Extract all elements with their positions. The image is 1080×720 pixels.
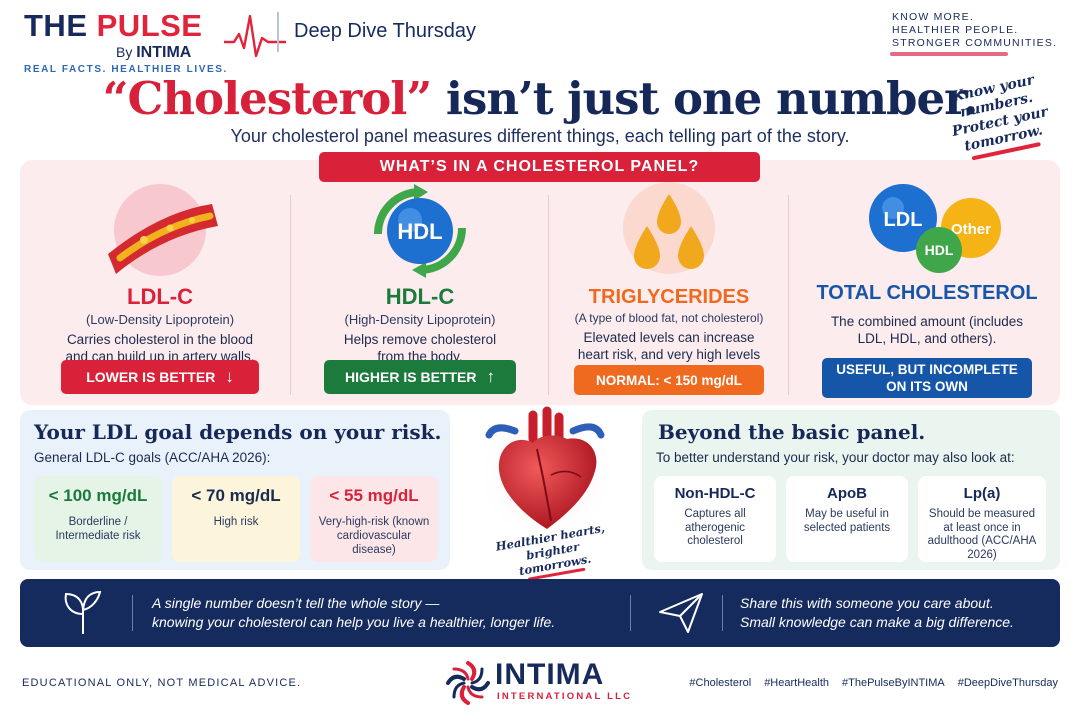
- test-card: Lp(a) Should be measured at least once i…: [918, 476, 1046, 562]
- brand-logo: THE PULSE By INTIMA: [24, 8, 286, 68]
- column-divider: [290, 195, 291, 395]
- brand-title: THE PULSE: [24, 8, 203, 43]
- banner-divider: [722, 595, 723, 631]
- heart-illustration: [455, 403, 640, 575]
- column-title: TOTAL CHOLESTEROL: [816, 282, 1038, 304]
- column-divider: [788, 195, 789, 395]
- hdl-sphere-label: HDL: [925, 242, 954, 258]
- column-title: LDL-C: [127, 284, 193, 309]
- arrow-down-icon: ↓: [225, 367, 234, 386]
- section-title: Your LDL goal depends on your risk.: [34, 420, 442, 444]
- company-subtitle: INTERNATIONAL LLC: [497, 691, 633, 702]
- column-subtitle: (A type of blood fat, not cholesterol): [574, 311, 764, 325]
- company-name: INTIMA: [495, 658, 605, 691]
- test-note: Should be measured at least once in adul…: [927, 508, 1037, 561]
- motto-underline: [890, 52, 1008, 56]
- lipid-spheres-icon: LDL Other HDL: [869, 184, 1001, 273]
- goal-note: High risk: [213, 516, 259, 528]
- column-subtitle: (Low-Density Lipoprotein): [85, 312, 235, 327]
- test-title: Lp(a): [963, 485, 1001, 502]
- motto: KNOW MORE. HEALTHIER PEOPLE. STRONGER CO…: [892, 11, 1060, 50]
- section-title: Beyond the basic panel.: [658, 420, 926, 444]
- motto-line: STRONGER COMMUNITIES.: [892, 37, 1058, 49]
- goal-value: < 100 mg/dL: [48, 486, 148, 505]
- panel-column-total: LDL Other HDL TOTAL CHOLESTEROL The comb…: [796, 172, 1058, 402]
- closing-banner: A single number doesn’t tell the whole s…: [20, 579, 1060, 647]
- banner-message-right: Share this with someone you care about. …: [740, 595, 1014, 630]
- hdl-icon-label: HDL: [397, 219, 442, 244]
- banner-divider: [630, 595, 631, 631]
- panel-title: WHAT’S IN A CHOLESTEROL PANEL?: [319, 152, 760, 182]
- header-divider: [277, 12, 279, 52]
- column-divider: [548, 195, 549, 395]
- panel-column-triglycerides: TRIGLYCERIDES (A type of blood fat, not …: [554, 172, 784, 402]
- goal-card: < 55 mg/dL Very-high-risk (known cardiov…: [310, 476, 438, 562]
- arrow-up-icon: ↑: [486, 367, 495, 386]
- column-title: HDL-C: [385, 284, 455, 309]
- artery-plaque-icon: [108, 184, 218, 276]
- test-card: Non-HDL-C Captures all atherogenic chole…: [654, 476, 776, 562]
- ldl-sphere-label: LDL: [884, 209, 923, 231]
- goal-value: < 70 mg/dL: [191, 486, 281, 505]
- triglycerides-badge: NORMAL: < 150 mg/dL: [574, 365, 764, 395]
- banner-divider: [132, 595, 133, 631]
- company-logo: INTIMA INTERNATIONAL LLC: [445, 658, 635, 708]
- hashtag: #DeepDiveThursday: [957, 677, 1058, 689]
- goal-note: Borderline / Intermediate risk: [55, 516, 141, 542]
- panel-column-ldl: LDL-C (Low-Density Lipoprotein) Carries …: [40, 172, 280, 402]
- goal-value: < 55 mg/dL: [329, 486, 419, 505]
- hashtag: #ThePulseByINTIMA: [842, 677, 945, 689]
- column-subtitle: (High-Density Lipoprotein): [344, 312, 496, 327]
- test-title: Non-HDL-C: [674, 485, 756, 502]
- section-subtitle: General LDL-C goals (ACC/AHA 2026):: [34, 450, 271, 465]
- intima-pinwheel-icon: [446, 661, 490, 705]
- panel-column-hdl: HDL HDL-C (High-Density Lipoprotein) Hel…: [296, 172, 544, 402]
- section-subtitle: To better understand your risk, your doc…: [656, 450, 1015, 465]
- send-paper-plane-icon: [659, 593, 703, 633]
- goal-card: < 70 mg/dL High risk: [172, 476, 300, 562]
- series-title: Deep Dive Thursday: [294, 20, 476, 42]
- column-title: TRIGLYCERIDES: [588, 286, 750, 308]
- beyond-panel-section: Beyond the basic panel. To better unders…: [642, 410, 1060, 570]
- brand-by-line: By INTIMA: [116, 44, 192, 61]
- motto-line: KNOW MORE.: [892, 11, 974, 23]
- total-badge: USEFUL, BUT INCOMPLETE ON ITS OWN: [822, 358, 1032, 398]
- page-title: “Cholesterol” isn’t just one number.: [102, 72, 979, 125]
- banner-message-left: A single number doesn’t tell the whole s…: [152, 595, 556, 630]
- other-sphere-label: Other: [951, 221, 991, 238]
- ldl-badge: LOWER IS BETTER ↓: [61, 360, 259, 394]
- test-note: May be useful in selected patients: [803, 508, 891, 534]
- fat-droplets-icon: [623, 182, 715, 274]
- ldl-goals-section: Your LDL goal depends on your risk. Gene…: [20, 410, 450, 570]
- test-title: ApoB: [827, 485, 867, 502]
- sprout-icon: [64, 590, 102, 634]
- hashtag-list: #Cholesterol #HeartHealth #ThePulseByINT…: [689, 677, 1058, 689]
- motto-line: HEALTHIER PEOPLE.: [892, 24, 1019, 36]
- brand-tagline: REAL FACTS. HEALTHIER LIVES.: [24, 64, 228, 75]
- goal-card: < 100 mg/dL Borderline / Intermediate ri…: [34, 476, 162, 562]
- hdl-badge: HIGHER IS BETTER ↑: [324, 360, 516, 394]
- anatomical-heart-icon: [477, 403, 617, 543]
- hdl-recycle-icon: HDL: [374, 184, 466, 278]
- column-description: The combined amount (includes LDL, HDL, …: [830, 314, 1024, 346]
- test-note: Captures all atherogenic cholesterol: [684, 508, 746, 547]
- page-subtitle: Your cholesterol panel measures differen…: [230, 126, 850, 146]
- hashtag: #Cholesterol: [689, 677, 752, 689]
- disclaimer: EDUCATIONAL ONLY, NOT MEDICAL ADVICE.: [22, 677, 302, 689]
- hashtag: #HeartHealth: [764, 677, 830, 689]
- test-card: ApoB May be useful in selected patients: [786, 476, 908, 562]
- goal-note: Very-high-risk (known cardiovascular dis…: [318, 516, 430, 556]
- ekg-pulse-icon: [224, 14, 286, 58]
